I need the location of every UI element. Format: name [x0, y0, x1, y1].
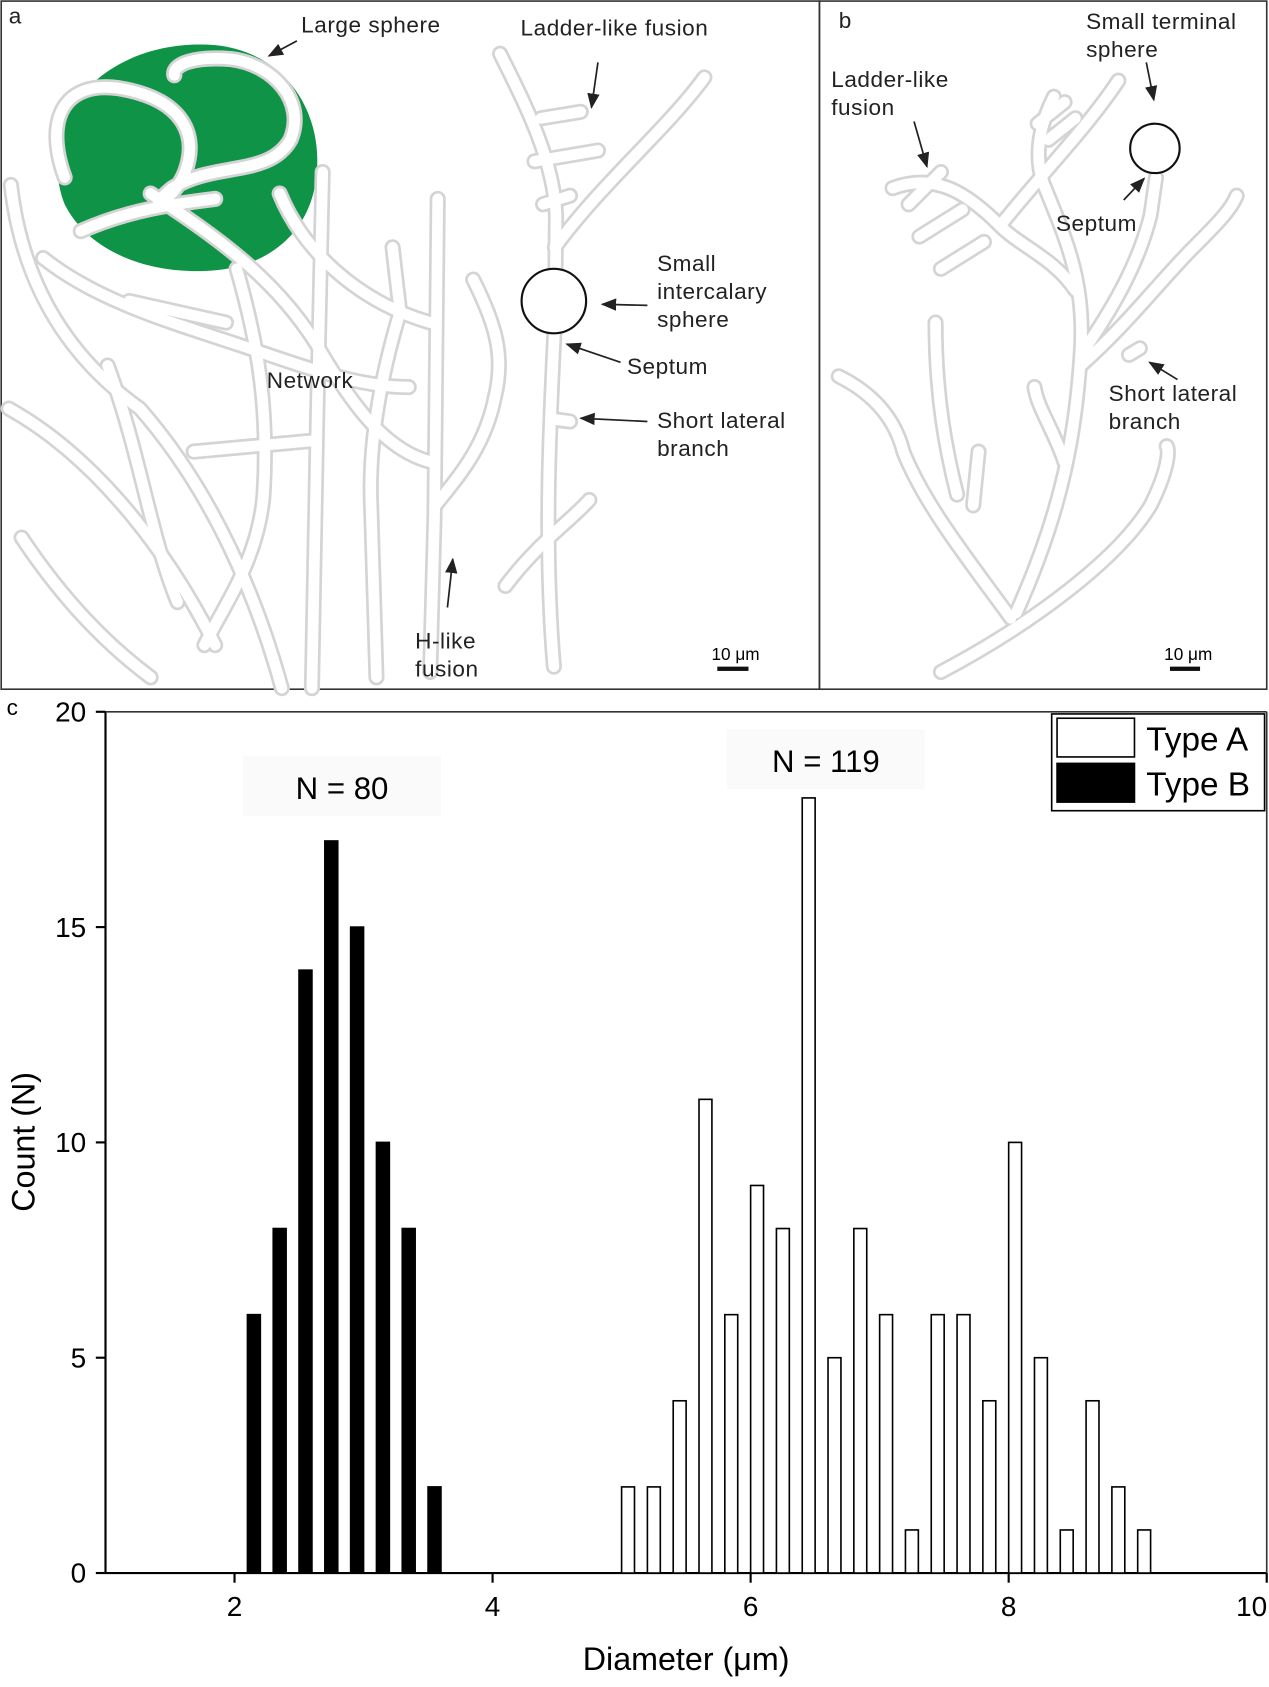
bar: [827, 1356, 842, 1574]
annotation: Short lateral: [657, 408, 786, 433]
bar: [878, 1313, 894, 1574]
bar: [1111, 1486, 1126, 1574]
x-tick-label: 4: [485, 1591, 501, 1622]
annotation: Ladder-like fusion: [521, 15, 709, 40]
annotation: intercalary: [657, 279, 767, 304]
bar: [324, 840, 339, 1574]
bar: [1136, 1529, 1152, 1574]
annotation: Network: [267, 368, 354, 393]
arrow: [579, 412, 648, 426]
annotation: Small terminal: [1086, 9, 1236, 34]
arrow: [600, 298, 648, 311]
y-tick-label: 5: [71, 1342, 87, 1373]
bar: [904, 1529, 920, 1574]
annotation-bg: [243, 755, 441, 817]
x-axis-label: Diameter (μm): [583, 1641, 790, 1677]
bar: [749, 1184, 765, 1574]
legend-label: Type A: [1146, 721, 1249, 758]
scale-bar: [1169, 666, 1201, 671]
panel-label: a: [9, 4, 22, 29]
panel-a-diagram: a Large sphere Ladder-like fusion Small …: [9, 4, 786, 688]
annotation: N = 119: [772, 744, 880, 779]
annotation: Short lateral: [1109, 381, 1238, 406]
scale-label: 10 μm: [712, 644, 760, 664]
scale-label: 10 μm: [1164, 644, 1212, 664]
scale-bar: [717, 666, 749, 671]
legend-label: Type B: [1146, 767, 1250, 804]
bar: [298, 969, 313, 1574]
panel-label: c: [7, 695, 18, 720]
bar: [1059, 1529, 1074, 1574]
terminal-sphere: [1129, 122, 1181, 175]
arrow: [445, 557, 458, 608]
panel-label: b: [839, 8, 852, 33]
annotation: Small: [657, 251, 716, 276]
y-tick-label: 0: [71, 1558, 87, 1589]
bar: [982, 1399, 997, 1574]
bar: [956, 1313, 971, 1574]
bar: [672, 1399, 687, 1574]
y-tick-label: 15: [55, 912, 86, 943]
annotation: sphere: [1086, 37, 1158, 62]
hyphae: [839, 81, 1237, 672]
arrow: [1145, 62, 1158, 102]
bar: [1033, 1356, 1049, 1574]
bar: [427, 1486, 442, 1574]
y-axis-label: Count (N): [6, 1072, 42, 1212]
bar: [698, 1098, 713, 1574]
x-tick-label: 10: [1236, 1591, 1267, 1622]
annotation: branch: [1109, 409, 1181, 434]
arrow: [1148, 361, 1178, 381]
arrow: [1123, 177, 1146, 201]
bar: [1085, 1399, 1100, 1574]
bar: [1007, 1141, 1023, 1574]
panel-b-frame: [818, 0, 1268, 691]
annotation: Septum: [1056, 211, 1137, 236]
arrow: [587, 62, 600, 110]
panel-b-diagram: b Small terminal sphere Ladder-like fusi…: [831, 8, 1237, 672]
y-tick-label: 20: [55, 696, 86, 727]
annotation: Septum: [627, 354, 708, 379]
x-tick-label: 6: [743, 1591, 759, 1622]
bar: [246, 1313, 262, 1574]
chart: c Diameter (μm) Count (N) 0 5 10 15 20 2 4 6 8 10…: [6, 695, 1268, 1677]
intercalary-sphere: [520, 267, 588, 335]
bar: [349, 926, 365, 1574]
arrow: [267, 40, 298, 57]
annotation: fusion: [831, 95, 894, 120]
annotation: sphere: [657, 307, 729, 332]
x-tick-label: 8: [1001, 1591, 1017, 1622]
bar: [272, 1227, 287, 1574]
bar: [375, 1141, 391, 1574]
annotation: Large sphere: [301, 12, 440, 37]
arrow: [913, 121, 930, 169]
legend-swatch: [1056, 762, 1136, 803]
annotation: H-like: [415, 628, 476, 653]
annotation: N = 80: [296, 771, 389, 806]
arrow: [565, 342, 621, 364]
bar: [620, 1486, 636, 1574]
bar: [930, 1313, 945, 1574]
annotation: fusion: [415, 656, 478, 681]
annotation-bg: [726, 728, 925, 790]
bar: [853, 1227, 868, 1574]
annotation: Ladder-like: [831, 67, 949, 92]
bar: [724, 1313, 739, 1574]
legend-swatch: [1056, 717, 1136, 758]
bar: [646, 1486, 662, 1574]
x-tick-label: 2: [227, 1591, 243, 1622]
bar: [401, 1227, 416, 1574]
bar: [775, 1227, 791, 1574]
y-tick-label: 10: [55, 1127, 86, 1158]
bar: [801, 797, 816, 1574]
annotation: branch: [657, 436, 729, 461]
